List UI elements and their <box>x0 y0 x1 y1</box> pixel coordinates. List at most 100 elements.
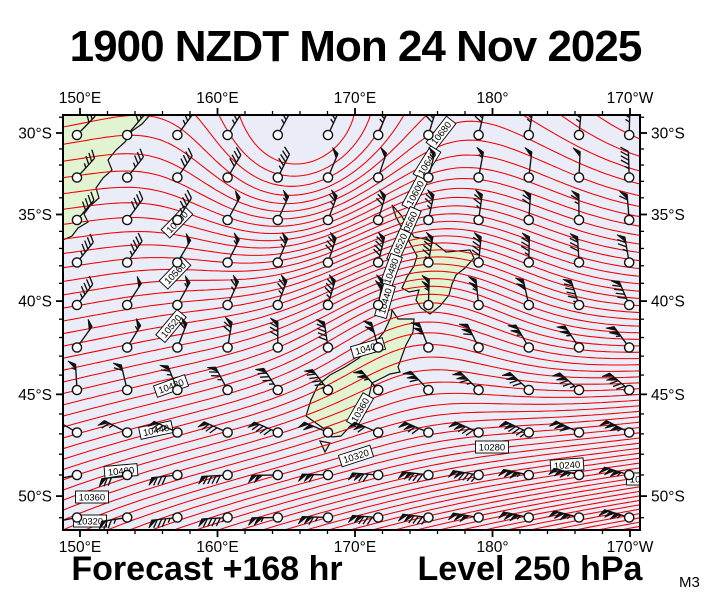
wind-barb <box>402 370 434 396</box>
lon-label-bottom: 150°E <box>59 539 101 556</box>
lat-label-right: 40°S <box>651 294 685 311</box>
wind-barb <box>620 146 635 183</box>
wind-barb <box>112 362 133 396</box>
wind-barb <box>172 233 192 268</box>
wind-barb <box>515 277 535 311</box>
axis-labels: 150°E 150°E 160°E 160°E 170°E 170°E 180° 180° 17… <box>18 90 685 556</box>
wind-barb <box>397 469 434 482</box>
lat-label-left: 50°S <box>18 489 52 506</box>
wind-barb <box>71 319 93 353</box>
lat-label-left: 30°S <box>18 126 52 143</box>
wind-barb <box>222 146 242 183</box>
wind-barb <box>549 420 585 438</box>
wind-barb <box>458 323 484 353</box>
lat-label-right: 45°S <box>651 387 685 404</box>
wind-barb <box>522 189 535 226</box>
lat-label-right: 35°S <box>651 207 685 224</box>
wind-barb <box>616 234 635 268</box>
wind-barb <box>473 146 485 183</box>
wind-barb <box>520 232 535 268</box>
wind-barb <box>322 147 339 183</box>
lat-label-left: 40°S <box>18 294 52 311</box>
svg-text:10320: 10320 <box>77 517 103 528</box>
forecast-hour-label: Forecast +168 hr <box>71 550 343 588</box>
wind-barb <box>121 190 144 226</box>
lon-label-bottom: 180° <box>476 539 508 556</box>
wind-barb <box>247 421 284 438</box>
wind-barb <box>71 115 96 141</box>
wind-barb <box>159 364 183 396</box>
wind-barb <box>269 317 284 353</box>
wind-barb <box>121 115 145 141</box>
lon-label-top: 180° <box>476 90 508 107</box>
wind-barb <box>372 274 384 311</box>
wind-barb <box>452 371 484 396</box>
wind-barb <box>501 371 535 396</box>
lon-label-bottom: 170°E <box>334 539 376 556</box>
wind-barb <box>423 189 435 226</box>
wind-barb <box>556 325 585 353</box>
wind-barb <box>98 469 133 487</box>
wind-barb <box>71 191 95 226</box>
wind-barb <box>347 421 384 438</box>
lon-label-bottom: 160°E <box>196 539 238 556</box>
wind-barb <box>598 466 635 481</box>
wind-barb <box>473 115 484 141</box>
axis-ticks <box>56 108 647 537</box>
wind-barb <box>398 421 434 438</box>
wind-barb <box>548 510 585 523</box>
wind-barb <box>147 420 183 438</box>
lat-label-left: 45°S <box>18 387 52 404</box>
wind-barb <box>63 469 83 481</box>
wind-barb <box>222 274 240 311</box>
wind-barb <box>372 231 386 268</box>
wind-barb <box>410 322 434 353</box>
wind-barb <box>198 512 233 528</box>
wind-barb <box>353 369 384 396</box>
wind-barb <box>569 233 585 268</box>
wind-barb <box>222 115 242 141</box>
wind-barb <box>272 274 288 311</box>
wind-barb <box>197 421 233 438</box>
wind-barb <box>397 512 434 525</box>
wind-barb <box>572 147 585 183</box>
wind-barb <box>610 280 635 311</box>
wind-barb <box>347 469 384 483</box>
lat-label-left: 35°S <box>18 207 52 224</box>
wind-barb <box>172 147 193 183</box>
svg-text:10280: 10280 <box>479 443 505 454</box>
wind-barb <box>421 274 434 311</box>
wind-barb <box>207 366 233 396</box>
wind-barb <box>473 189 484 226</box>
wind-barb <box>148 512 183 529</box>
wind-barb <box>172 275 191 311</box>
wind-barb <box>598 509 635 523</box>
map-frame <box>62 114 641 531</box>
wind-barb <box>498 468 535 481</box>
wind-barb <box>272 232 289 268</box>
wind-barb <box>422 231 434 268</box>
lat-label-right: 50°S <box>651 489 685 506</box>
wind-barb <box>322 189 338 226</box>
wind-barb <box>272 146 291 183</box>
wind-barb <box>248 469 284 484</box>
wind-barb <box>98 512 133 530</box>
wind-barb <box>551 372 585 396</box>
wind-barb <box>363 320 384 353</box>
wind-barb <box>548 467 585 481</box>
wind-barb <box>121 276 142 311</box>
svg-text:10240: 10240 <box>554 460 581 473</box>
wind-barb <box>372 189 387 226</box>
wind-barb <box>148 469 183 486</box>
contour-label: 10360 <box>75 490 109 504</box>
contour-label: 10240 <box>549 457 585 473</box>
wind-barb <box>605 326 635 353</box>
lon-label-top: 170°E <box>334 90 376 107</box>
lon-label-top: 170°W <box>607 90 654 107</box>
wind-barb <box>372 115 387 141</box>
wind-barb <box>71 275 94 311</box>
model-tag: M3 <box>679 574 700 591</box>
wind-barb <box>121 148 144 183</box>
